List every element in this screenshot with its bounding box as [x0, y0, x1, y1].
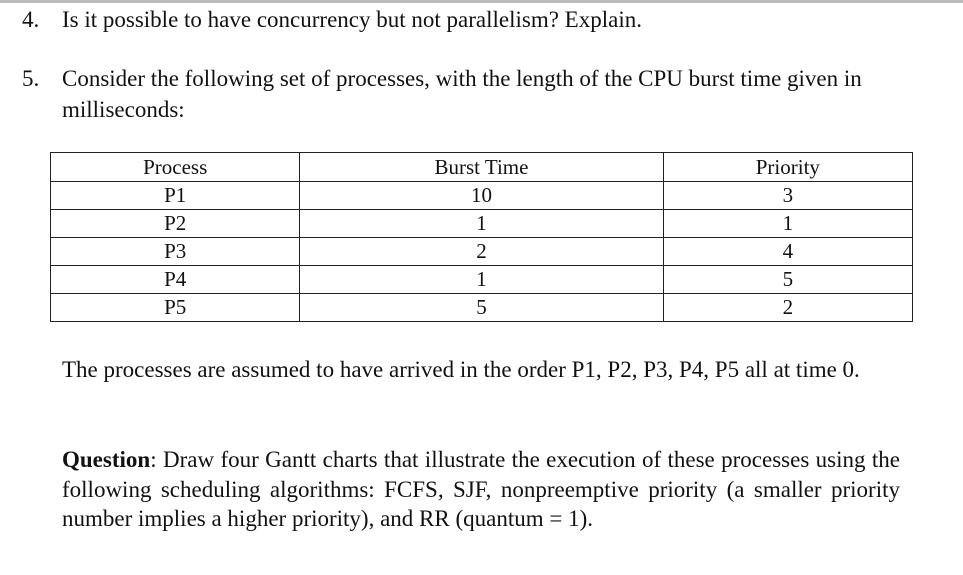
header-burst-time: Burst Time: [299, 152, 664, 182]
cell-burst-time: 2: [299, 237, 664, 266]
gantt-question: Question: Draw four Gantt charts that il…: [62, 445, 900, 534]
table-row: P4 1 5: [49, 265, 914, 294]
header-process: Process: [49, 152, 301, 182]
header-priority: Priority: [662, 152, 914, 182]
cell-priority: 3: [662, 181, 914, 210]
top-divider: [0, 0, 963, 3]
question-text: Consider the following set of processes,…: [62, 66, 862, 122]
question-text: Is it possible to have concurrency but n…: [62, 7, 642, 32]
cell-priority: 2: [662, 293, 914, 322]
cell-burst-time: 10: [299, 181, 664, 210]
table-header-row: Process Burst Time Priority: [49, 152, 914, 182]
cell-burst-time: 1: [299, 209, 664, 238]
table-row: P1 10 3: [49, 181, 914, 210]
cell-process: P4: [49, 265, 301, 294]
cell-priority: 4: [662, 237, 914, 266]
question-body: : Draw four Gantt charts that illustrate…: [62, 447, 900, 531]
cell-burst-time: 1: [299, 265, 664, 294]
process-table: Process Burst Time Priority P1 10 3 P2 1 1 P…: [49, 152, 914, 322]
cell-process: P2: [49, 209, 301, 238]
cell-process: P1: [49, 181, 301, 210]
question-number: 5.: [22, 66, 40, 91]
cell-process: P5: [49, 293, 301, 322]
question-number: 4.: [22, 7, 40, 32]
table-row: P3 2 4: [49, 237, 914, 266]
cell-priority: 5: [662, 265, 914, 294]
cell-burst-time: 5: [299, 293, 664, 322]
cell-priority: 1: [662, 209, 914, 238]
cell-process: P3: [49, 237, 301, 266]
question-label: Question: [62, 447, 151, 472]
table-row: P2 1 1: [49, 209, 914, 238]
table-row: P5 5 2: [49, 293, 914, 322]
arrival-note: The processes are assumed to have arrive…: [62, 357, 860, 382]
